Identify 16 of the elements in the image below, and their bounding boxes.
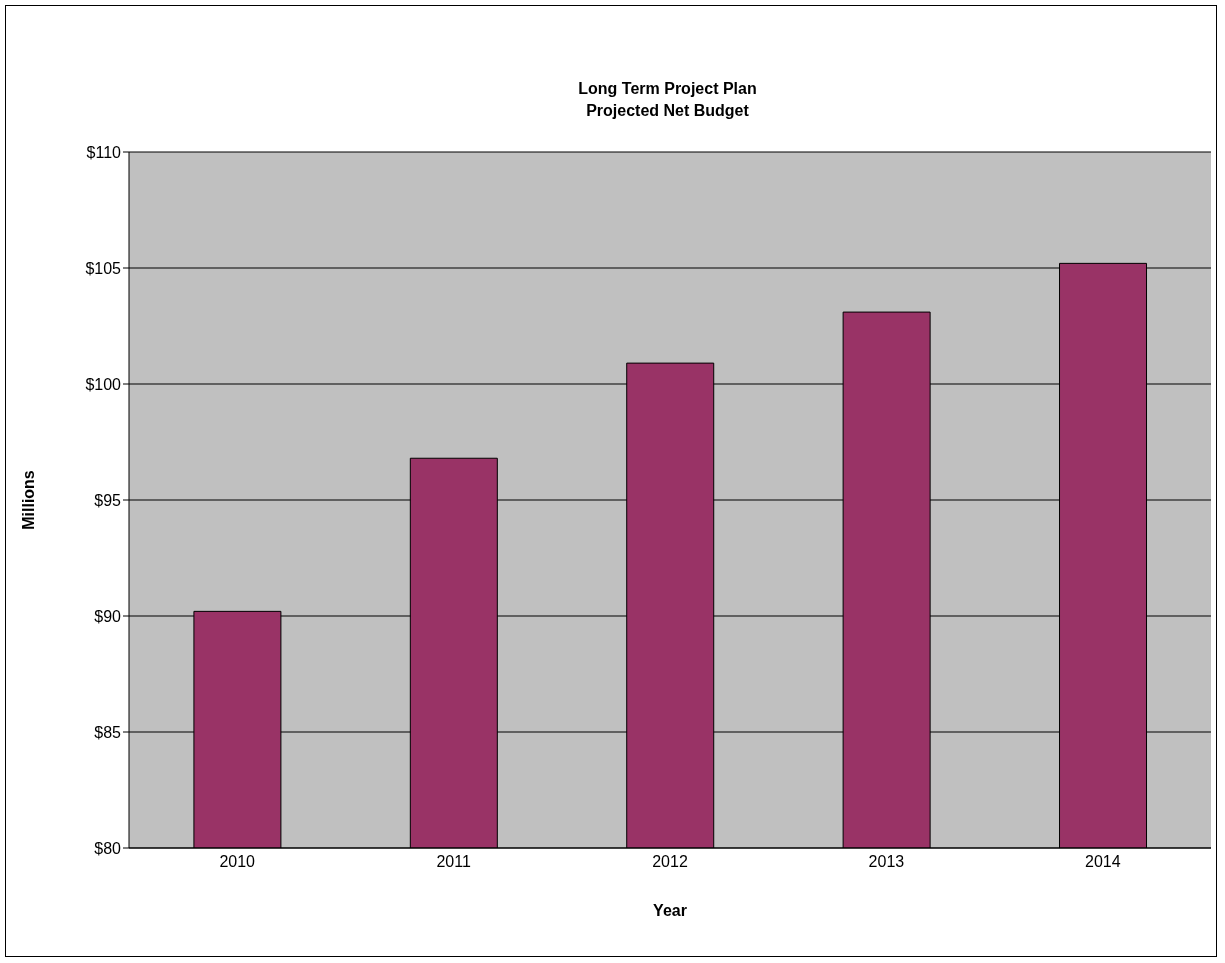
chart-title: Long Term Project Plan	[577, 79, 758, 99]
y-tick-label: $105	[85, 259, 122, 277]
chart-subtitle: Projected Net Budget	[585, 101, 750, 121]
x-tick-label: 2010	[219, 853, 256, 871]
y-tick-label: $95	[94, 491, 122, 509]
x-tick-label: 2012	[652, 853, 688, 871]
y-tick-label: $85	[94, 723, 122, 741]
y-axis-title: Millions	[19, 470, 37, 530]
y-tick-label: $80	[94, 839, 122, 857]
x-tick-label: 2011	[436, 853, 471, 871]
x-axis-title: Year	[653, 902, 687, 919]
y-tick-label: $110	[86, 143, 122, 161]
y-tick-label: $90	[94, 607, 122, 625]
x-tick-label: 2013	[868, 853, 905, 871]
x-tick-label: 2014	[1085, 853, 1121, 871]
y-tick-label: $100	[85, 375, 122, 393]
